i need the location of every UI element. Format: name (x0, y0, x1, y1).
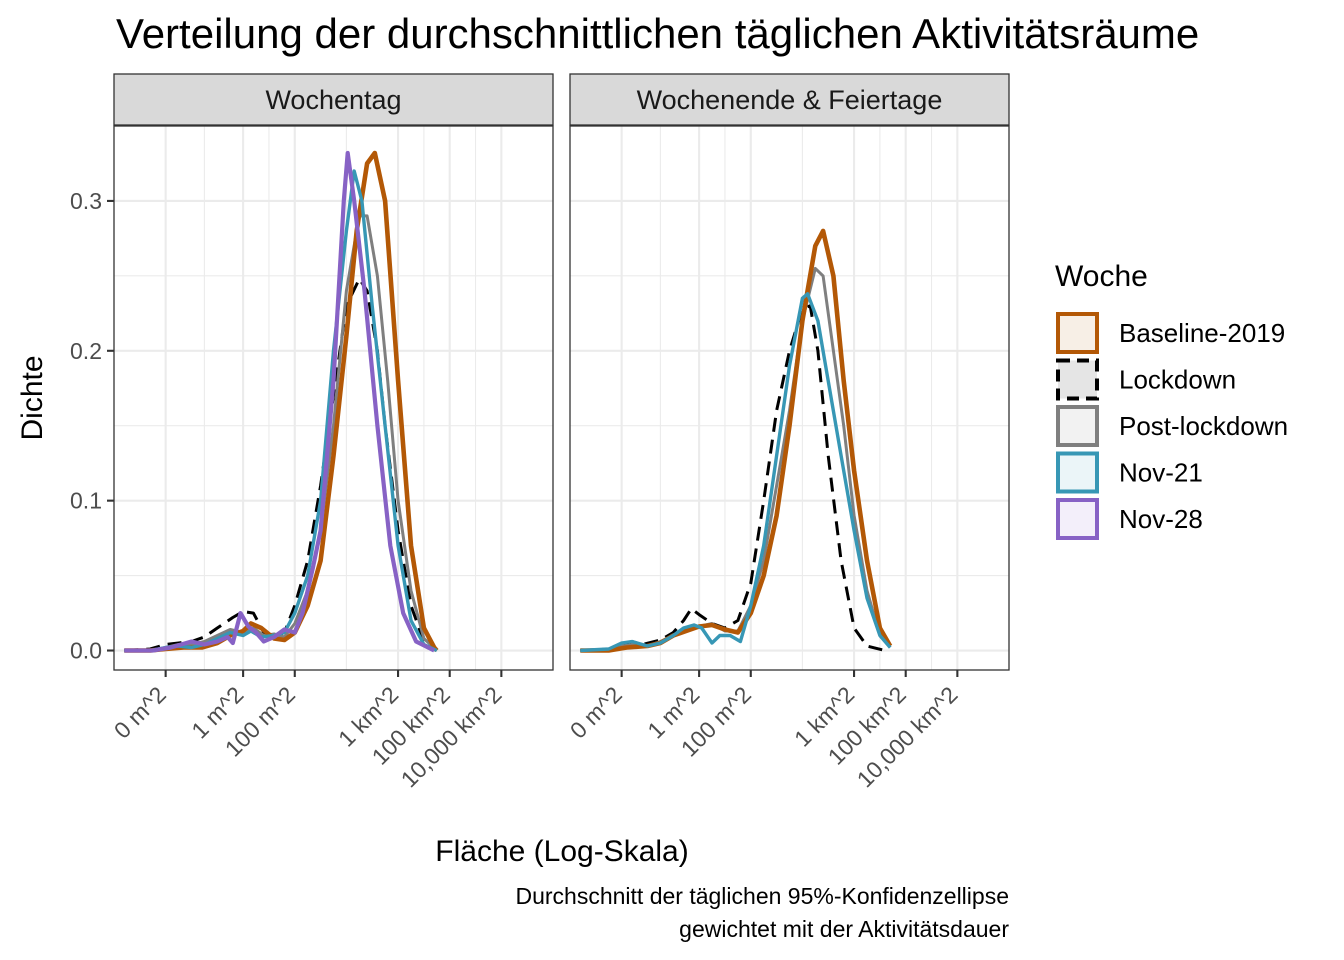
chart-title: Verteilung der durchschnittlichen täglic… (116, 10, 1199, 57)
facet-strip-label: Wochenende & Feiertage (637, 85, 943, 115)
legend-key (1056, 312, 1099, 354)
panel-border (569, 125, 1010, 671)
legend-key (1056, 405, 1099, 447)
legend-item-lockdown: Lockdown (1056, 358, 1236, 401)
legend-key (1056, 451, 1099, 494)
y-tick-label: 0.1 (70, 488, 102, 514)
legend-label: Baseline-2019 (1119, 318, 1285, 348)
y-axis-title: Dichte (16, 355, 49, 440)
panel-border (113, 125, 554, 671)
facet-strip (569, 73, 1010, 126)
y-tick-label: 0.2 (70, 338, 102, 364)
legend-label: Nov-21 (1119, 458, 1203, 488)
legend: Woche Baseline-2019 Lockdown Post-lockdown… (1055, 260, 1288, 540)
legend-label: Nov-28 (1119, 504, 1203, 534)
series-line-nov-21 (124, 169, 438, 653)
y-tick-label: 0.0 (70, 638, 102, 664)
caption-line-1: Durchschnitt der täglichen 95%-Konfidenz… (515, 883, 1009, 909)
legend-label: Post-lockdown (1119, 411, 1288, 441)
facet-strip-label: Wochentag (265, 85, 401, 115)
legend-key (1056, 358, 1099, 401)
legend-key (1056, 498, 1099, 540)
y-tick-label: 0.3 (70, 188, 102, 214)
legend-item-baseline-2019: Baseline-2019 (1056, 312, 1285, 354)
legend-label: Lockdown (1119, 365, 1236, 395)
panel-background (570, 126, 1009, 670)
series-line-nov-28 (124, 150, 436, 653)
x-tick-label: 0 m^2 (109, 681, 171, 743)
x-axis-title: Fläche (Log-Skala) (435, 835, 688, 868)
facet-strip (113, 73, 554, 126)
series-line-lockdown (580, 304, 886, 652)
legend-item-post-lockdown: Post-lockdown (1056, 405, 1288, 447)
legend-item-nov-21: Nov-21 (1056, 451, 1203, 494)
x-tick-label: 0 m^2 (565, 681, 627, 743)
legend-title: Woche (1055, 260, 1148, 293)
series-line-nov-21 (580, 292, 892, 653)
legend-item-nov-28: Nov-28 (1056, 498, 1203, 540)
caption-line-2: gewichtet mit der Aktivitätsdauer (679, 916, 1009, 942)
